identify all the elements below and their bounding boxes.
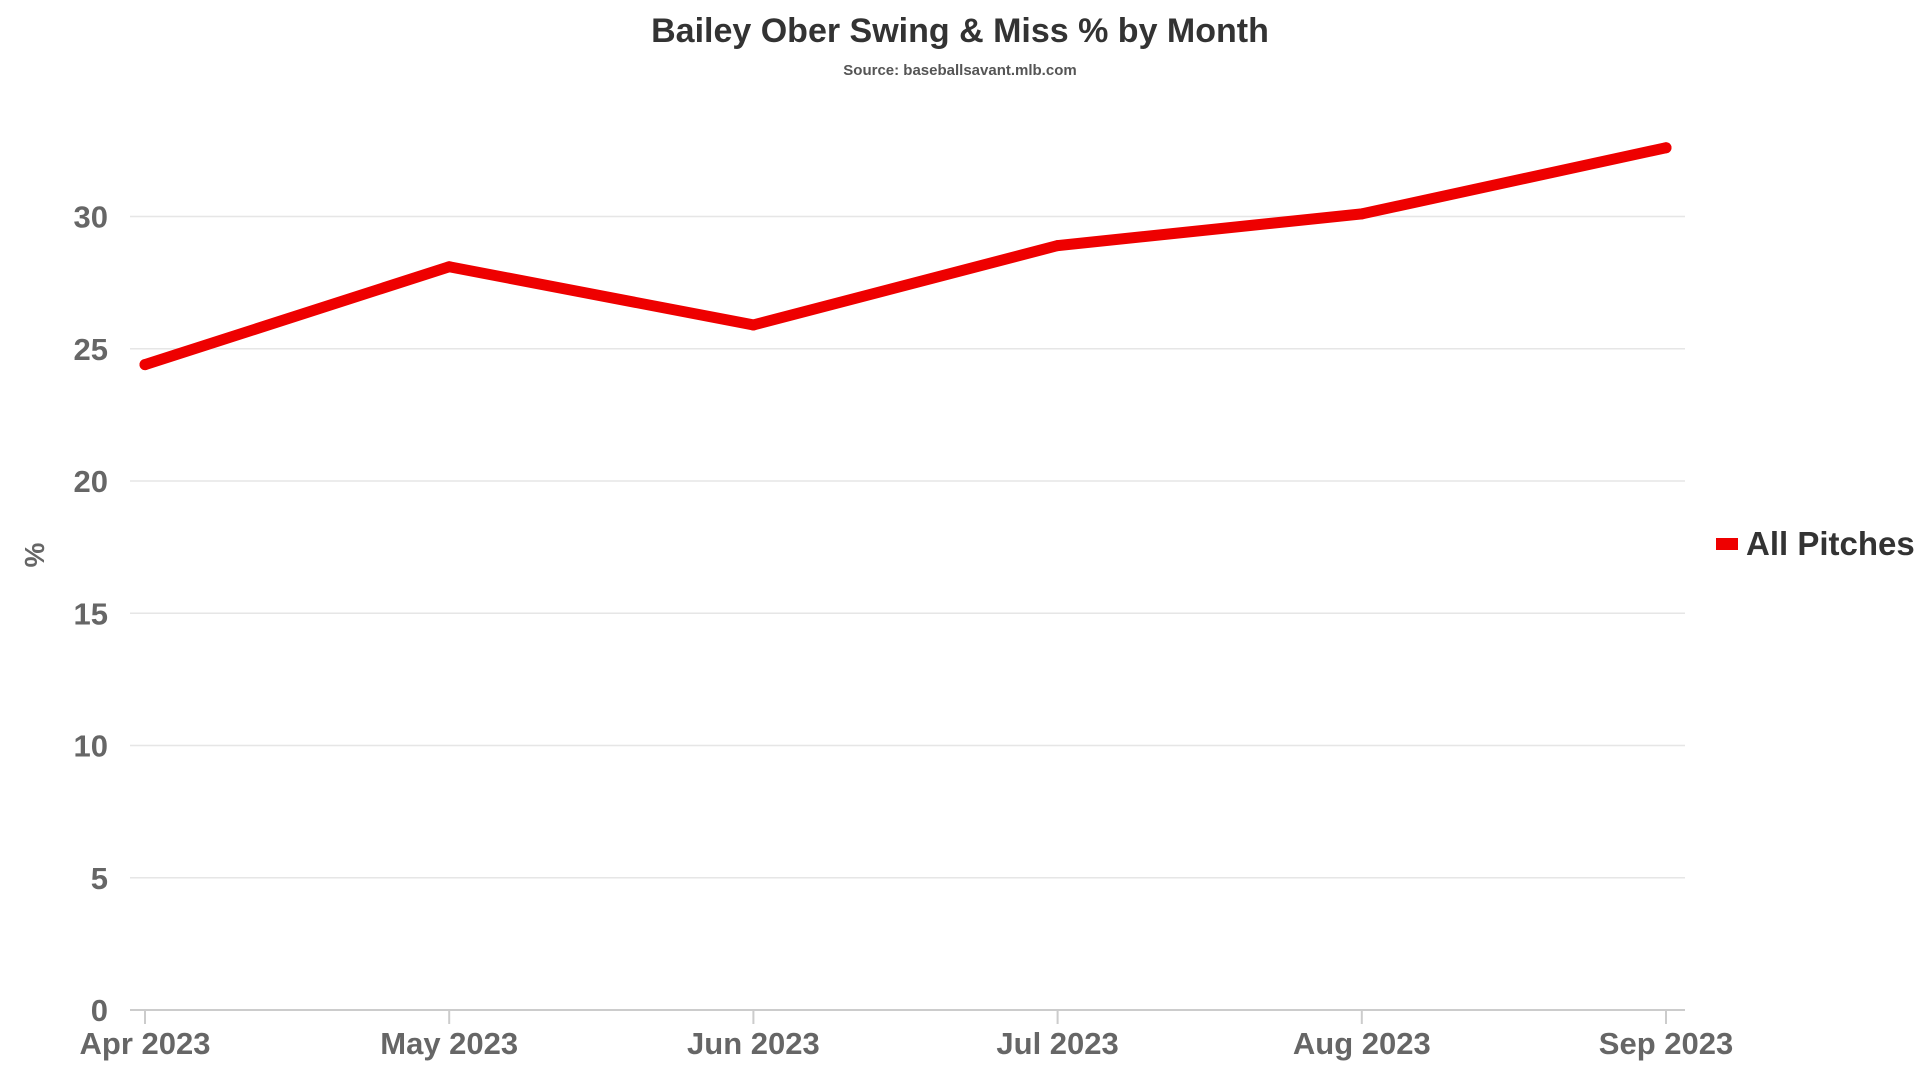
data-point[interactable] [139, 359, 151, 371]
x-tick-label: Apr 2023 [80, 1026, 211, 1061]
x-tick-label: Jul 2023 [996, 1026, 1118, 1061]
y-tick-label: 0 [91, 993, 108, 1028]
x-tick-label: May 2023 [380, 1026, 518, 1061]
y-tick-label: 15 [74, 596, 108, 631]
x-axis-ticks: Apr 2023 May 2023 Jun 2023 Jul 2023 Aug 2023… [80, 1010, 1733, 1061]
legend-label-all-pitches[interactable]: All Pitches [1746, 525, 1915, 562]
legend[interactable]: All Pitches [1716, 525, 1915, 562]
data-point[interactable] [1356, 208, 1368, 220]
chart-subtitle: Source: baseballsavant.mlb.com [843, 62, 1077, 79]
series-group [139, 142, 1672, 371]
y-tick-label: 25 [74, 332, 108, 367]
x-tick-label: Jun 2023 [687, 1026, 820, 1061]
y-tick-label: 10 [74, 729, 108, 764]
y-axis-ticks: 0 5 10 15 20 25 30 [74, 200, 108, 1029]
y-axis-title: % [19, 542, 50, 567]
y-tick-label: 20 [74, 464, 108, 499]
data-point[interactable] [443, 261, 455, 273]
x-tick-label: Aug 2023 [1293, 1026, 1431, 1061]
y-tick-label: 30 [74, 200, 108, 235]
legend-swatch-all-pitches [1716, 538, 1738, 550]
x-tick-label: Sep 2023 [1599, 1026, 1733, 1061]
series-line-all-pitches[interactable] [139, 142, 1672, 371]
data-point[interactable] [747, 319, 759, 331]
data-point[interactable] [1052, 240, 1064, 252]
y-tick-label: 5 [91, 861, 108, 896]
data-point[interactable] [1660, 142, 1672, 154]
grid-lines [130, 215, 1685, 879]
chart-title: Bailey Ober Swing & Miss % by Month [651, 12, 1269, 50]
